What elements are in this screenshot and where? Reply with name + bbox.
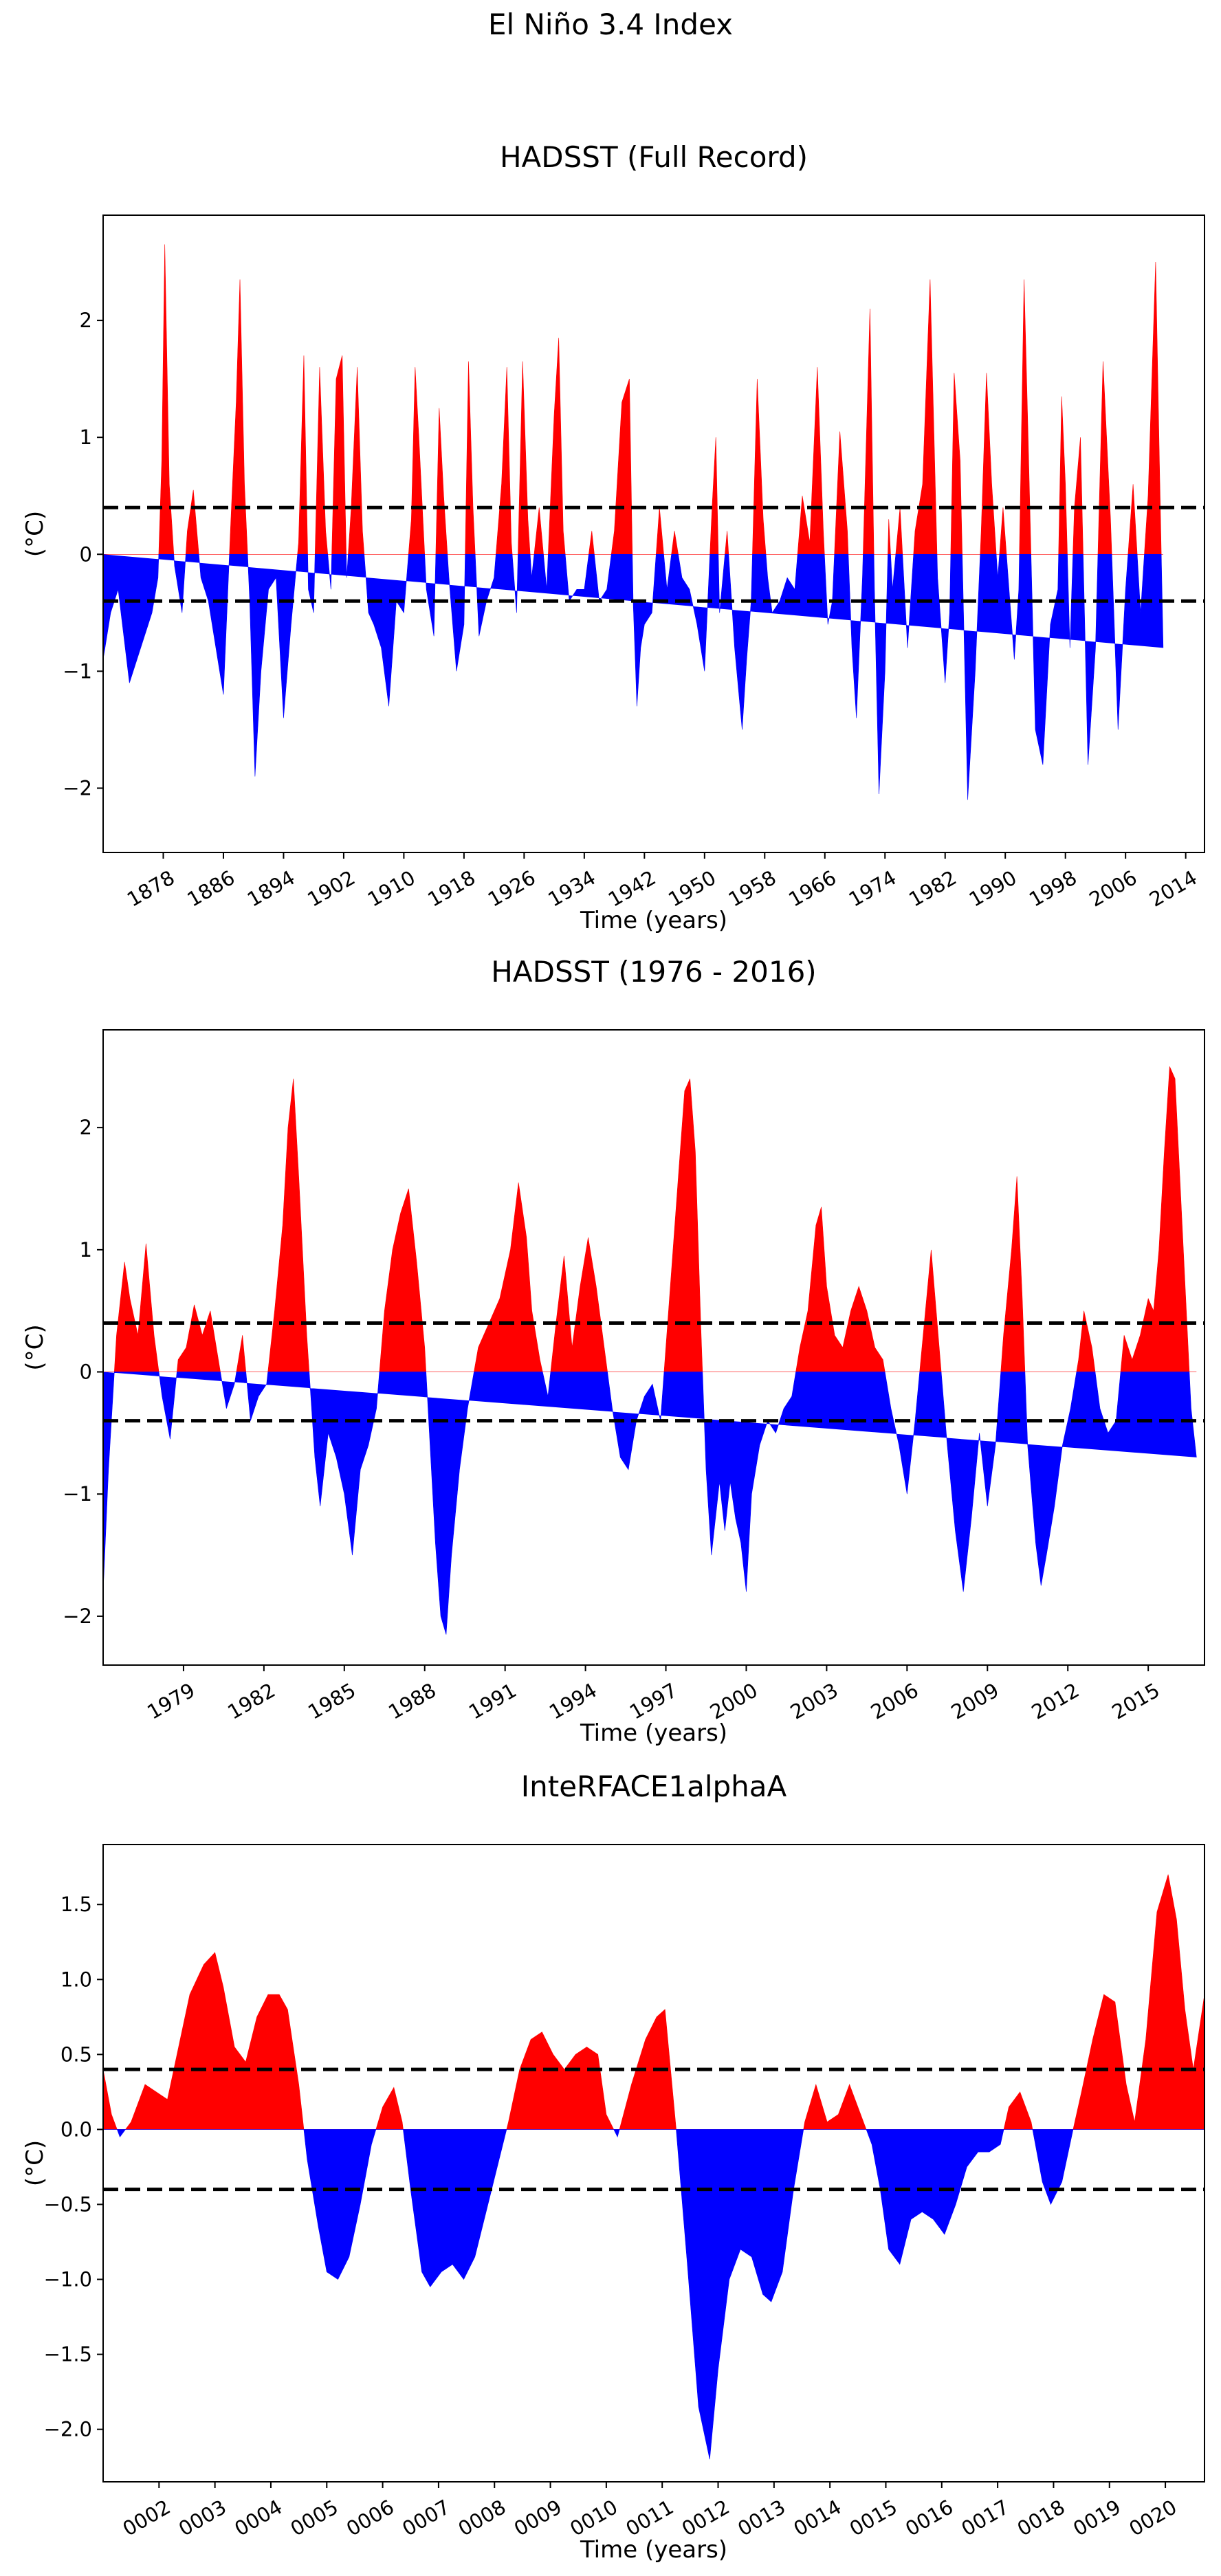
x-tick-label: 0003 <box>175 2495 230 2540</box>
x-tick-label: 0007 <box>398 2495 454 2540</box>
x-tick-label: 2006 <box>867 1678 923 1724</box>
plot-area <box>103 1874 1204 2460</box>
panel-1976-2016: HADSST (1976 - 2016) −2 −1 0 1 2 1979 1982 1985 1… <box>21 955 1205 1747</box>
y-tick-label: −1 <box>63 1482 92 1506</box>
y-tick-label: −1 <box>63 659 92 683</box>
x-tick-label: 1974 <box>845 866 901 911</box>
axes-frame <box>102 1029 1205 1666</box>
x-tick-label: 0014 <box>790 2495 846 2540</box>
x-tick-label: 0002 <box>119 2495 175 2540</box>
panel-interface1alphaa: InteRFACE1alphaA −2.0 −1.5 −1.0 −0.5 0.0 0.5 1.… <box>21 1770 1205 2564</box>
x-tick-label: 1926 <box>484 866 540 911</box>
y-tick-label: 1.5 <box>60 1893 92 1916</box>
x-axis-label: Time (years) <box>580 1719 727 1747</box>
x-tick-label: 0020 <box>1125 2495 1180 2540</box>
panel-title: HADSST (Full Record) <box>500 140 808 174</box>
y-tick-label: 0 <box>80 542 92 566</box>
x-tick-label: 0016 <box>901 2495 957 2540</box>
y-axis-label: (°C) <box>21 1324 49 1370</box>
panel-title: HADSST (1976 - 2016) <box>491 955 816 989</box>
y-tick-label: 1.0 <box>60 1968 92 1991</box>
x-tick-label: 1934 <box>544 866 600 911</box>
x-tick-label: 1997 <box>626 1678 681 1724</box>
x-tick-label: 1990 <box>965 866 1021 911</box>
x-tick-label: 1886 <box>183 866 239 911</box>
y-tick-label: 2 <box>80 1116 92 1139</box>
x-tick-label: 0018 <box>1013 2495 1069 2540</box>
y-tick-label: −1.0 <box>44 2268 92 2291</box>
y-tick-label: −2 <box>63 776 92 800</box>
figure-suptitle: El Niño 3.4 Index <box>488 8 733 41</box>
y-tick-label: −0.5 <box>44 2192 92 2216</box>
x-tick-label: 0005 <box>287 2495 342 2540</box>
plot-area <box>103 1066 1197 1635</box>
axes-frame <box>102 214 1205 853</box>
x-tick-label: 1979 <box>143 1678 199 1724</box>
x-tick-label: 1988 <box>384 1678 440 1724</box>
x-tick-label: 1982 <box>905 866 960 911</box>
negative-anomaly-area <box>103 2129 1204 2460</box>
x-tick-label: 0012 <box>678 2495 734 2540</box>
x-tick-label: 1918 <box>424 866 479 911</box>
x-tick-label: 1982 <box>223 1678 279 1724</box>
positive-anomaly-area <box>103 1874 1204 2130</box>
x-tick-label: 0013 <box>734 2495 789 2540</box>
x-tick-label: 2015 <box>1108 1678 1164 1724</box>
x-tick-label: 1994 <box>545 1678 601 1724</box>
y-tick-label: −2 <box>63 1605 92 1628</box>
x-tick-label: 0017 <box>957 2495 1013 2540</box>
x-tick-label: 1894 <box>243 866 299 911</box>
x-tick-label: 2006 <box>1086 866 1141 911</box>
panel-title: InteRFACE1alphaA <box>521 1770 787 1803</box>
x-axis-label: Time (years) <box>580 2536 727 2564</box>
x-tick-label: 1991 <box>465 1678 520 1724</box>
x-tick-label: 1910 <box>364 866 419 911</box>
y-tick-label: −1.5 <box>44 2343 92 2366</box>
y-axis-label: (°C) <box>21 511 49 557</box>
x-tick-label: 0019 <box>1069 2495 1125 2540</box>
x-tick-label: 0015 <box>846 2495 901 2540</box>
plot-area <box>103 244 1164 800</box>
x-tick-label: 1998 <box>1025 866 1081 911</box>
x-tick-label: 2003 <box>786 1678 842 1724</box>
x-tick-label: 0004 <box>230 2495 286 2540</box>
x-tick-label: 2012 <box>1028 1678 1084 1724</box>
x-tick-label: 0009 <box>510 2495 566 2540</box>
negative-anomaly-area <box>103 1372 1197 1635</box>
positive-anomaly-area <box>103 1066 1197 1372</box>
negative-anomaly-area <box>103 553 1164 800</box>
x-tick-label: 2009 <box>947 1678 1003 1724</box>
y-tick-label: 0.0 <box>60 2117 92 2141</box>
x-tick-label: 1966 <box>784 866 840 911</box>
axes-frame <box>102 1844 1205 2483</box>
x-tick-label: 1902 <box>303 866 359 911</box>
x-tick-label: 1942 <box>604 866 660 911</box>
x-tick-label: 1950 <box>664 866 720 911</box>
x-tick-label: 1878 <box>123 866 179 911</box>
x-tick-label: 0008 <box>454 2495 510 2540</box>
y-axis-label: (°C) <box>21 2140 49 2186</box>
x-axis-label: Time (years) <box>580 907 727 934</box>
y-tick-label: 0.5 <box>60 2043 92 2066</box>
x-tick-label: 0010 <box>566 2495 622 2540</box>
x-tick-label: 2014 <box>1145 866 1201 911</box>
y-tick-label: 1 <box>80 1238 92 1262</box>
y-tick-label: −2.0 <box>44 2418 92 2441</box>
x-tick-label: 2000 <box>706 1678 762 1724</box>
y-tick-label: 1 <box>80 426 92 449</box>
x-tick-label: 0006 <box>342 2495 398 2540</box>
y-tick-label: 2 <box>80 309 92 332</box>
y-tick-label: 0 <box>80 1361 92 1384</box>
x-tick-label: 1958 <box>725 866 780 911</box>
x-tick-label: 1985 <box>304 1678 360 1724</box>
x-tick-label: 0011 <box>622 2495 678 2540</box>
